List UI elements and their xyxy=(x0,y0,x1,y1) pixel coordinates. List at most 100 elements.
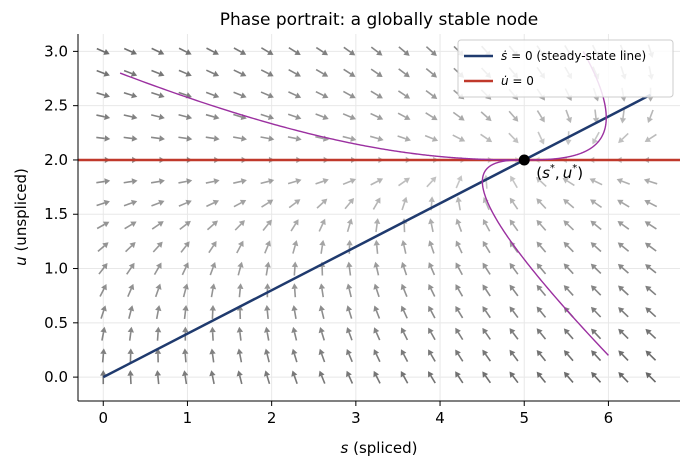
field-arrow xyxy=(234,92,247,98)
field-arrow xyxy=(482,328,490,340)
field-arrow xyxy=(291,349,297,362)
field-arrow-shaft xyxy=(345,202,350,209)
field-arrow xyxy=(151,178,165,184)
field-arrow xyxy=(510,219,518,230)
field-arrow xyxy=(455,240,462,253)
field-arrow xyxy=(180,221,191,230)
field-arrow-shaft xyxy=(151,115,159,117)
field-arrow-shaft xyxy=(295,289,296,297)
field-arrow xyxy=(399,178,410,186)
field-arrow-shaft xyxy=(509,111,515,117)
field-arrow-shaft xyxy=(181,246,186,253)
field-arrow xyxy=(234,70,247,77)
y-tick-label: 1.0 xyxy=(44,260,68,278)
field-arrow xyxy=(509,133,519,143)
y-tick-label: 0.5 xyxy=(44,314,68,332)
field-arrow xyxy=(151,114,165,120)
field-arrow-shaft xyxy=(376,332,379,340)
field-arrow-shaft xyxy=(206,92,214,95)
field-arrow xyxy=(235,220,245,230)
field-arrow xyxy=(537,241,546,252)
field-arrow xyxy=(152,221,164,229)
field-arrow xyxy=(425,136,438,142)
field-arrow xyxy=(346,349,352,362)
field-arrow-head xyxy=(237,349,243,355)
field-arrow-shaft xyxy=(426,91,433,96)
field-arrow-shaft xyxy=(184,289,186,297)
field-arrow-shaft xyxy=(622,354,628,360)
field-arrow xyxy=(591,285,601,295)
field-arrow-shaft xyxy=(316,181,324,184)
field-arrow-shaft xyxy=(240,332,241,340)
field-arrow xyxy=(428,240,434,253)
field-arrow-shaft xyxy=(235,224,241,230)
field-arrow-head xyxy=(237,327,243,333)
field-arrow-shaft xyxy=(404,311,408,319)
field-arrow-head xyxy=(104,114,110,120)
field-arrow xyxy=(590,221,601,230)
field-arrow xyxy=(537,111,544,123)
field-arrow-shaft xyxy=(261,114,269,117)
field-arrow-shaft xyxy=(124,115,132,117)
field-arrow-head xyxy=(104,178,110,184)
field-arrow-shaft xyxy=(481,134,488,139)
field-arrow-shaft xyxy=(595,289,601,295)
field-arrow-head xyxy=(237,370,243,376)
field-arrow-shaft xyxy=(179,115,187,117)
field-arrow-shaft xyxy=(538,132,542,140)
field-arrow xyxy=(398,91,410,99)
field-arrow xyxy=(483,219,490,231)
field-arrow-shaft xyxy=(373,202,377,209)
field-arrow xyxy=(645,286,656,295)
field-arrow-shaft xyxy=(622,246,629,251)
field-arrow-shaft xyxy=(398,136,406,139)
field-arrow xyxy=(373,197,380,209)
field-arrow xyxy=(155,305,161,319)
field-arrow-head xyxy=(209,327,215,333)
field-arrow-shaft xyxy=(103,354,104,362)
field-arrow xyxy=(401,349,408,361)
field-arrow-shaft xyxy=(513,180,517,187)
field-arrow xyxy=(510,241,518,252)
field-arrow xyxy=(564,350,573,361)
field-arrow-head xyxy=(159,178,165,184)
field-arrow xyxy=(179,114,193,120)
field-arrow xyxy=(428,284,435,297)
field-arrow-shaft xyxy=(567,246,573,252)
field-arrow xyxy=(620,110,626,124)
field-arrow-shaft xyxy=(404,332,408,340)
field-arrow-shaft xyxy=(152,70,160,73)
field-arrow xyxy=(128,327,134,341)
field-arrow xyxy=(373,284,379,297)
field-arrow-shaft xyxy=(567,333,573,339)
x-tick-label: 0 xyxy=(98,409,108,427)
field-arrow-head xyxy=(319,240,325,246)
field-arrow-shaft xyxy=(206,203,214,207)
field-arrow-shaft xyxy=(343,137,351,139)
chart-title: Phase portrait: a globally stable node xyxy=(220,10,539,30)
field-arrow xyxy=(453,112,464,120)
field-arrow xyxy=(481,112,491,121)
field-arrow xyxy=(536,198,546,208)
field-arrow-shaft xyxy=(180,224,187,229)
field-arrow-head xyxy=(264,349,270,355)
field-arrow-shaft xyxy=(376,354,380,362)
field-arrow xyxy=(316,114,329,120)
field-arrow xyxy=(288,135,302,141)
legend-label-u-nullcline: u̇ = 0 xyxy=(501,74,534,88)
field-arrow-shaft xyxy=(566,110,569,118)
field-arrow-shaft xyxy=(321,245,322,253)
field-arrow-shaft xyxy=(595,333,601,339)
field-arrow-shaft xyxy=(458,245,462,253)
field-arrow xyxy=(455,219,461,232)
field-arrow-shaft xyxy=(349,332,352,340)
field-arrow-head xyxy=(565,140,571,146)
field-arrow-shaft xyxy=(458,311,462,318)
x-tick-label: 5 xyxy=(519,409,529,427)
field-arrow xyxy=(537,328,546,339)
field-arrow-shaft xyxy=(567,289,573,295)
field-arrow-head xyxy=(209,370,215,376)
field-arrow-shaft xyxy=(481,112,487,118)
field-arrow-shaft xyxy=(622,203,629,207)
